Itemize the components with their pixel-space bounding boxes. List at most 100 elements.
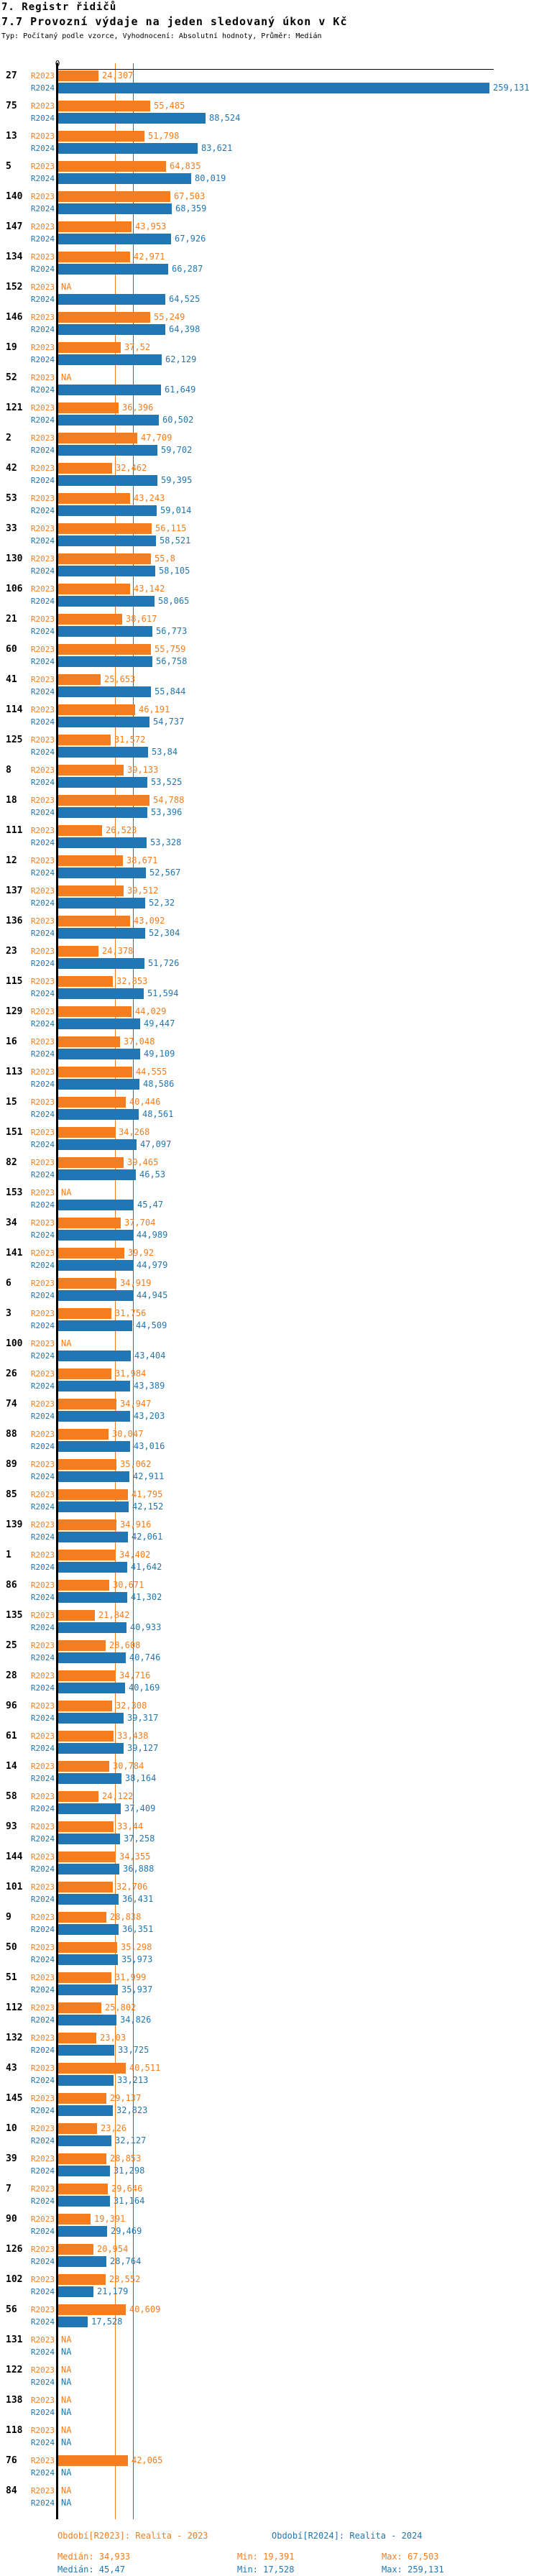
value-label-r2023: 36,396 <box>122 402 154 413</box>
bar-row-r2024: R2024 42,061 <box>0 1532 539 1542</box>
series-label-r2023: R2023 <box>30 1882 55 1892</box>
series-label-r2023: R2023 <box>30 615 55 624</box>
bar-r2023 <box>58 916 130 926</box>
group-id-label: 90 <box>6 2214 17 2225</box>
bar-row-r2023: R2023 28,838 <box>0 1912 539 1923</box>
stat-median-2023: Medián: 34,933 <box>57 2552 131 2562</box>
bar-r2023 <box>58 855 123 866</box>
series-label-r2024: R2024 <box>30 295 55 304</box>
bar-row-r2023: R2023 43,953 <box>0 221 539 232</box>
bar-r2023 <box>58 1942 117 1953</box>
value-label-r2023: 24,307 <box>102 70 134 80</box>
value-label-r2023: NA <box>61 1187 72 1197</box>
value-label-r2024: 56,773 <box>156 626 188 636</box>
bar-r2024 <box>58 1894 119 1905</box>
bar-r2024 <box>58 1773 121 1784</box>
bar-r2024 <box>58 958 144 969</box>
series-label-r2024: R2024 <box>30 1261 55 1270</box>
series-label-r2023: R2023 <box>30 222 55 231</box>
bar-row-r2023: R2023 42,065 <box>0 2455 539 2466</box>
bar-row-r2024: R2024 42,152 <box>0 1501 539 1512</box>
value-label-r2023: 20,954 <box>97 2244 129 2254</box>
chart-group: 19 R2023 37,52 R2024 62,129 <box>0 342 539 372</box>
chart-group: 25 R2023 28,608 R2024 40,746 <box>0 1640 539 1670</box>
chart-title: 7.7 Provozní výdaje na jeden sledovaný ú… <box>1 15 348 28</box>
value-label-r2023: 28,853 <box>110 2153 142 2163</box>
chart-group: 131 R2023 NA R2024 NA <box>0 2334 539 2365</box>
bar-r2024 <box>58 1139 137 1150</box>
bar-row-r2024: R2024 49,109 <box>0 1049 539 1059</box>
bar-r2023 <box>58 1368 111 1379</box>
bar-row-r2024: R2024 36,351 <box>0 1924 539 1935</box>
group-id-label: 126 <box>6 2244 23 2255</box>
bar-row-r2024: R2024 55,844 <box>0 686 539 697</box>
bar-row-r2023: R2023 55,485 <box>0 101 539 111</box>
bar-row-r2024: R2024 51,726 <box>0 958 539 969</box>
series-label-r2024: R2024 <box>30 1955 55 1964</box>
series-label-r2023: R2023 <box>30 1550 55 1560</box>
bar-r2024 <box>58 2226 107 2237</box>
group-id-label: 19 <box>6 342 17 353</box>
bar-row-r2024: R2024 39,317 <box>0 1713 539 1724</box>
series-label-r2024: R2024 <box>30 1683 55 1693</box>
bar-r2023 <box>58 946 98 957</box>
series-label-r2024: R2024 <box>30 627 55 636</box>
group-id-label: 96 <box>6 1701 17 1711</box>
bar-r2023 <box>58 2244 93 2255</box>
group-id-label: 75 <box>6 101 17 111</box>
series-label-r2024: R2024 <box>30 2015 55 2025</box>
bar-r2024 <box>58 1803 121 1814</box>
value-label-r2024: 31,298 <box>114 2166 145 2176</box>
value-label-r2023: 31,572 <box>114 735 146 745</box>
series-label-r2024: R2024 <box>30 1140 55 1149</box>
series-label-r2024: R2024 <box>30 1230 55 1240</box>
chart-group: 76 R2023 42,065 R2024 NA <box>0 2455 539 2485</box>
bar-r2024 <box>58 354 162 365</box>
group-id-label: 52 <box>6 372 17 383</box>
value-label-r2023: 43,243 <box>134 493 165 503</box>
bar-row-r2024: R2024 NA <box>0 2347 539 2358</box>
group-id-label: 56 <box>6 2304 17 2315</box>
value-label-r2024: 49,109 <box>144 1049 175 1059</box>
bar-r2023 <box>58 252 130 262</box>
series-label-r2024: R2024 <box>30 234 55 244</box>
bar-row-r2024: R2024 40,169 <box>0 1683 539 1693</box>
bar-r2023 <box>58 735 111 745</box>
group-id-label: 14 <box>6 1761 17 1772</box>
bar-row-r2023: R2023 43,092 <box>0 916 539 926</box>
value-label-r2023: 55,249 <box>154 312 185 322</box>
value-label-r2023: 67,503 <box>174 191 206 201</box>
value-label-r2024: 36,351 <box>122 1924 154 1934</box>
series-label-r2023: R2023 <box>30 2426 55 2435</box>
value-label-r2023: 43,092 <box>134 916 165 926</box>
chart-group: 53 R2023 43,243 R2024 59,014 <box>0 493 539 523</box>
value-label-r2023: 42,971 <box>134 252 165 262</box>
value-label-r2024: NA <box>61 2407 72 2417</box>
bar-r2023 <box>58 1912 106 1923</box>
series-label-r2024: R2024 <box>30 264 55 274</box>
bar-row-r2023: R2023 32,462 <box>0 463 539 474</box>
bar-r2024 <box>58 1381 130 1392</box>
bar-r2023 <box>58 221 132 232</box>
chart-group: 50 R2023 35,298 R2024 35,973 <box>0 1942 539 1972</box>
bar-r2024 <box>58 1924 119 1935</box>
group-id-label: 93 <box>6 1821 17 1832</box>
value-label-r2023: 40,511 <box>129 2063 161 2073</box>
value-label-r2023: 37,52 <box>124 342 151 352</box>
series-label-r2024: R2024 <box>30 2046 55 2055</box>
bar-row-r2023: R2023 NA <box>0 282 539 293</box>
value-label-r2024: 58,521 <box>160 535 191 546</box>
series-label-r2023: R2023 <box>30 554 55 564</box>
series-label-r2024: R2024 <box>30 1985 55 1995</box>
bar-r2023 <box>58 1067 132 1077</box>
bar-row-r2024: R2024 44,989 <box>0 1230 539 1241</box>
group-id-label: 129 <box>6 1006 23 1017</box>
series-label-r2024: R2024 <box>30 325 55 334</box>
bar-row-r2023: R2023 38,617 <box>0 614 539 625</box>
bar-row-r2024: R2024 51,594 <box>0 988 539 999</box>
value-label-r2023: 28,838 <box>110 1912 142 1922</box>
bar-r2024 <box>58 83 489 93</box>
group-id-label: 146 <box>6 312 23 323</box>
chart-group: 41 R2023 25,653 R2024 55,844 <box>0 674 539 704</box>
value-label-r2023: 40,446 <box>129 1097 161 1107</box>
